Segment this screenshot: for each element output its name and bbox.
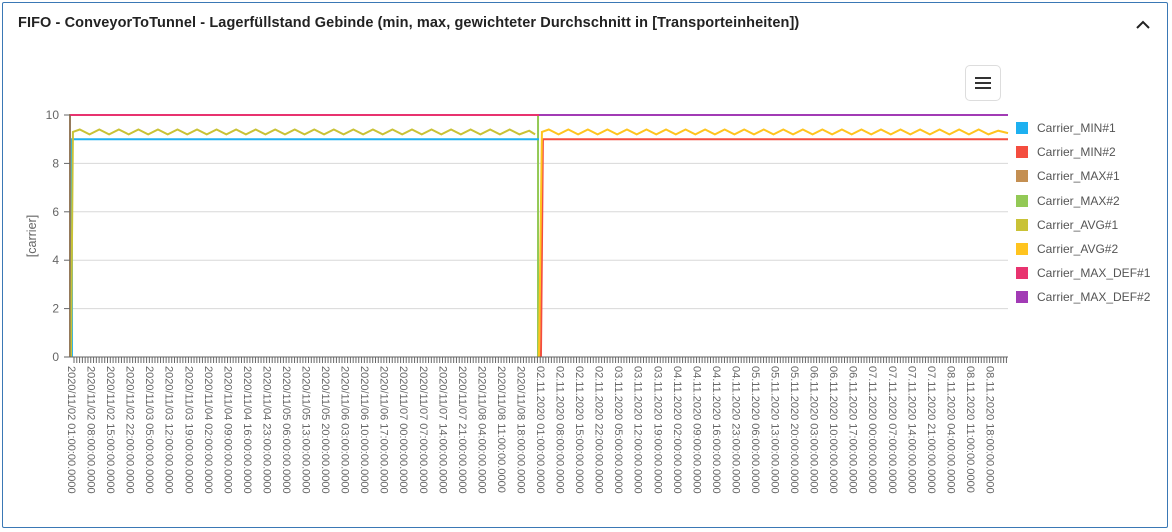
legend-label: Carrier_MIN#1 [1037, 121, 1116, 136]
y-tick-label: 10 [46, 108, 60, 122]
x-tick-label: 07.11.2020 07:00:00.0000 [886, 366, 898, 494]
legend: Carrier_MIN#1 Carrier_MIN#2 Carrier_MAX#1 C… [1016, 116, 1150, 310]
x-tick-label: 04.11.2020 02:00:00.0000 [671, 366, 683, 494]
legend-swatch [1016, 267, 1028, 280]
x-tick-label: 2020/11/02 15:00:00.0000 [104, 366, 116, 494]
legend-item[interactable]: Carrier_AVG#1 [1016, 213, 1150, 237]
legend-swatch [1016, 218, 1028, 231]
y-tick-label: 6 [52, 205, 59, 219]
x-tick-label: 08.11.2020 18:00:00.0000 [983, 366, 995, 494]
x-tick-label: 04.11.2020 23:00:00.0000 [729, 366, 741, 494]
x-tick-label: 2020/11/07 21:00:00.0000 [456, 366, 468, 494]
x-tick-label: 06.11.2020 10:00:00.0000 [827, 366, 839, 494]
hamburger-menu-icon [975, 77, 991, 79]
x-tick-label: 05.11.2020 06:00:00.0000 [749, 366, 761, 494]
legend-item[interactable]: Carrier_MAX_DEF#1 [1016, 261, 1150, 285]
legend-label: Carrier_MIN#2 [1037, 145, 1116, 160]
legend-swatch [1016, 146, 1028, 159]
x-tick-label: 2020/11/08 18:00:00.0000 [514, 366, 526, 494]
legend-item[interactable]: Carrier_MAX#1 [1016, 164, 1150, 188]
legend-swatch [1016, 243, 1028, 256]
x-tick-label: 04.11.2020 09:00:00.0000 [690, 366, 702, 494]
legend-label: Carrier_AVG#1 [1037, 217, 1119, 232]
x-tick-label: 07.11.2020 14:00:00.0000 [905, 366, 917, 494]
x-tick-label: 02.11.2020 01:00:00.0000 [534, 366, 546, 494]
x-tick-label: 2020/11/07 00:00:00.0000 [397, 366, 409, 494]
x-tick-label: 2020/11/07 07:00:00.0000 [417, 366, 429, 494]
x-tick-label: 2020/11/08 04:00:00.0000 [475, 366, 487, 494]
x-tick-label: 2020/11/05 20:00:00.0000 [319, 366, 331, 494]
legend-swatch [1016, 122, 1028, 135]
legend-label: Carrier_MAX_DEF#2 [1037, 290, 1151, 305]
legend-label: Carrier_AVG#2 [1037, 242, 1119, 257]
series-line-carrier-min-1 [70, 138, 539, 357]
x-tick-label: 02.11.2020 08:00:00.0000 [554, 366, 566, 494]
legend-swatch [1016, 291, 1028, 304]
legend-swatch [1016, 194, 1028, 207]
x-tick-label: 2020/11/06 17:00:00.0000 [378, 366, 390, 494]
x-tick-label: 03.11.2020 12:00:00.0000 [632, 366, 644, 494]
chart-title: FIFO - ConveyorToTunnel - Lagerfüllstand… [18, 15, 800, 31]
y-tick-label: 2 [52, 302, 59, 316]
x-tick-label: 05.11.2020 13:00:00.0000 [769, 366, 781, 494]
x-tick-label: 2020/11/05 13:00:00.0000 [300, 366, 312, 494]
x-tick-label: 2020/11/04 16:00:00.0000 [241, 366, 253, 494]
series-line-carrier-min-2 [539, 138, 1008, 358]
legend-item[interactable]: Carrier_MAX#2 [1016, 189, 1150, 213]
series-line-carrier-avg-2 [538, 128, 1009, 358]
chart-menu-button[interactable] [965, 65, 1001, 101]
x-tick-label: 2020/11/05 06:00:00.0000 [280, 366, 292, 494]
legend-label: Carrier_MAX#1 [1037, 169, 1120, 184]
x-tick-label: 2020/11/03 12:00:00.0000 [163, 366, 175, 494]
x-tick-label: 2020/11/04 09:00:00.0000 [221, 366, 233, 494]
y-tick-label: 4 [52, 253, 59, 267]
series-line-carrier-max-2 [537, 114, 1008, 357]
x-tick-label: 2020/11/04 02:00:00.0000 [202, 366, 214, 494]
x-tick-label: 06.11.2020 17:00:00.0000 [847, 366, 859, 494]
legend-label: Carrier_MAX_DEF#1 [1037, 266, 1151, 281]
y-tick-label: 0 [52, 350, 59, 364]
x-tick-label: 08.11.2020 11:00:00.0000 [964, 366, 976, 493]
legend-item[interactable]: Carrier_MIN#1 [1016, 116, 1150, 140]
x-tick-label: 06.11.2020 03:00:00.0000 [808, 366, 820, 494]
x-tick-label: 2020/11/08 11:00:00.0000 [495, 366, 507, 493]
x-tick-label: 03.11.2020 19:00:00.0000 [651, 366, 663, 494]
legend-swatch [1016, 170, 1028, 183]
x-tick-label: 2020/11/06 10:00:00.0000 [358, 366, 370, 494]
x-tick-label: 07.11.2020 00:00:00.0000 [866, 366, 878, 494]
x-tick-label: 04.11.2020 16:00:00.0000 [710, 366, 722, 494]
y-axis-label: [carrier] [25, 215, 39, 257]
legend-item[interactable]: Carrier_AVG#2 [1016, 237, 1150, 261]
legend-item[interactable]: Carrier_MAX_DEF#2 [1016, 285, 1150, 309]
legend-item[interactable]: Carrier_MIN#2 [1016, 140, 1150, 164]
y-tick-label: 8 [52, 156, 59, 170]
series-line-carrier-max-1 [69, 114, 539, 357]
x-tick-label: 2020/11/03 19:00:00.0000 [182, 366, 194, 494]
series-line-carrier-avg-1 [69, 128, 536, 358]
x-tick-label: 2020/11/02 01:00:00.0000 [65, 366, 77, 494]
chevron-up-icon[interactable] [1133, 15, 1153, 35]
x-tick-label: 05.11.2020 20:00:00.0000 [788, 366, 800, 494]
x-tick-label: 03.11.2020 05:00:00.0000 [612, 366, 624, 494]
x-tick-label: 2020/11/02 08:00:00.0000 [85, 366, 97, 494]
x-tick-label: 2020/11/07 14:00:00.0000 [436, 366, 448, 494]
legend-label: Carrier_MAX#2 [1037, 193, 1120, 208]
x-tick-label: 08.11.2020 04:00:00.0000 [944, 366, 956, 494]
x-tick-label: 07.11.2020 21:00:00.0000 [925, 366, 937, 494]
x-tick-label: 2020/11/06 03:00:00.0000 [339, 366, 351, 494]
x-tick-label: 2020/11/02 22:00:00.0000 [124, 366, 136, 494]
x-tick-label: 02.11.2020 15:00:00.0000 [573, 366, 585, 494]
x-tick-label: 2020/11/03 05:00:00.0000 [143, 366, 155, 494]
x-tick-label: 02.11.2020 22:00:00.0000 [593, 366, 605, 494]
x-tick-label: 2020/11/04 23:00:00.0000 [260, 366, 272, 494]
